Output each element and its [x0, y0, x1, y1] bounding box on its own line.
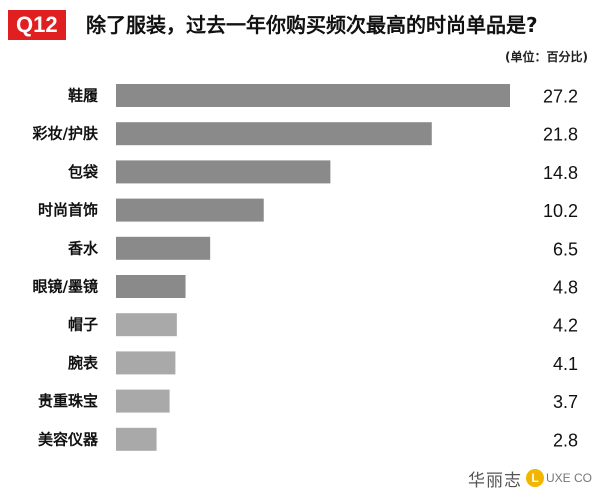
bar — [116, 275, 186, 298]
category-label: 香水 — [68, 239, 99, 257]
value-label: 4.8 — [553, 278, 578, 298]
value-label: 21.8 — [543, 125, 578, 145]
category-label: 时尚首饰 — [38, 201, 98, 219]
value-label: 14.8 — [543, 163, 578, 183]
value-label: 27.2 — [543, 87, 578, 107]
value-label: 10.2 — [543, 201, 578, 221]
chart-header: Q12 除了服装，过去一年你购买频次最高的时尚单品是? — [8, 8, 598, 42]
value-label: 6.5 — [553, 239, 578, 259]
category-label: 腕表 — [68, 354, 99, 372]
bar — [116, 236, 211, 260]
bar — [116, 313, 177, 337]
value-label: 4.1 — [553, 354, 578, 374]
bar — [116, 389, 170, 413]
logo-circle-icon: L — [525, 469, 544, 487]
value-label: 3.7 — [553, 392, 578, 412]
chart-title: 除了服装，过去一年你购买频次最高的时尚单品是? — [86, 13, 538, 37]
category-label: 彩妆/护肤 — [32, 125, 99, 143]
category-label: 包袋 — [68, 163, 99, 181]
value-label: 4.2 — [553, 316, 578, 336]
unit-note: (单位：百分比) — [505, 50, 588, 64]
bar — [116, 160, 331, 184]
category-label: 帽子 — [68, 316, 98, 334]
question-badge: Q12 — [8, 10, 66, 40]
category-label: 贵重珠宝 — [38, 392, 98, 410]
category-label: 美容仪器 — [38, 430, 99, 448]
bar — [116, 198, 264, 222]
logo-text-cn: 华丽志 — [467, 470, 522, 491]
bar — [116, 122, 432, 146]
bar — [116, 351, 176, 375]
category-label: 鞋履 — [68, 87, 99, 105]
value-label: 2.8 — [553, 430, 578, 450]
logo-text-en: UXE CO — [545, 471, 592, 485]
brand-logo: 华丽志 L UXE CO — [467, 467, 592, 491]
category-label: 眼镜/墨镜 — [33, 278, 98, 296]
bar — [116, 84, 510, 107]
bar — [116, 427, 157, 451]
